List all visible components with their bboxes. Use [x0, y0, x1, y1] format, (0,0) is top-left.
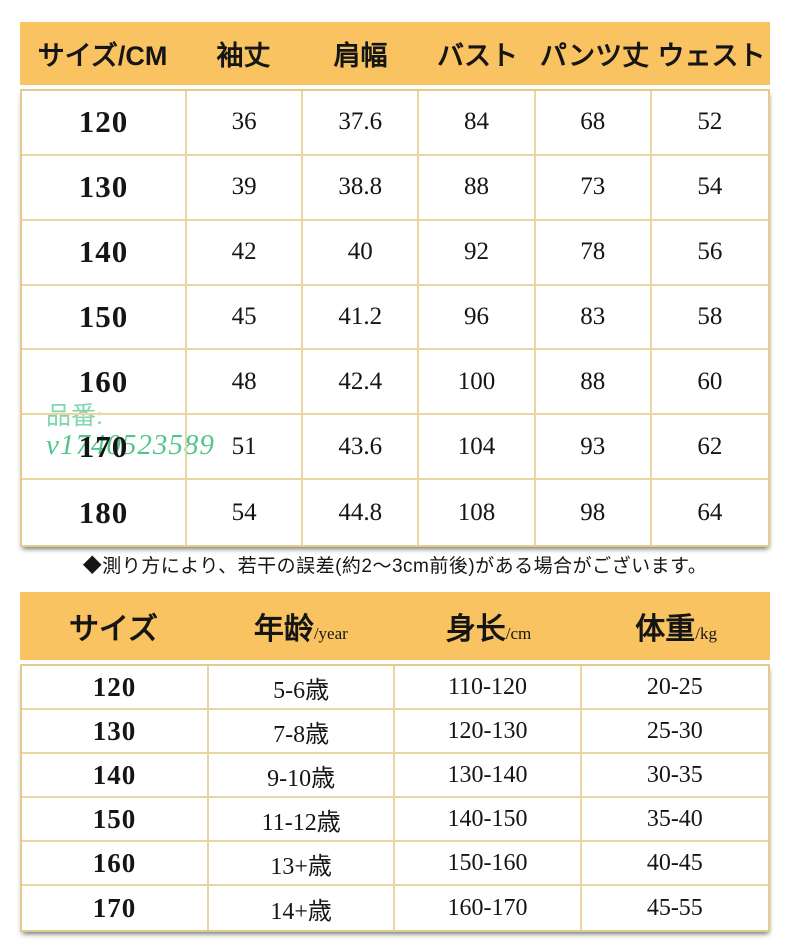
- size-table: 120 36 37.6 84 68 52 130 39 38.8 88 73 54 140 42 40 92 7…: [20, 89, 770, 547]
- table-cell: 98: [536, 480, 652, 545]
- row-size-label: 120: [22, 666, 209, 710]
- table-cell: 88: [419, 155, 536, 221]
- table-cell: 14+歳: [209, 886, 396, 930]
- age-table-header: サイズ 年龄/year 身长/cm 体重/kg: [20, 592, 770, 660]
- row-size-label: 140: [22, 754, 209, 798]
- row-size-label: 180: [22, 480, 187, 545]
- table-cell: 25-30: [581, 710, 768, 754]
- column-header: 身长/cm: [395, 604, 583, 648]
- table-cell: 41.2: [303, 285, 420, 351]
- table-cell: 39: [187, 155, 304, 221]
- table-cell: 45: [187, 285, 304, 351]
- column-header: 袖丈: [216, 41, 271, 71]
- row-size-label: 160: [22, 350, 187, 416]
- table-cell: 13+歳: [209, 842, 396, 886]
- size-table-header: サイズ/CM 袖丈 肩幅 バスト パンツ丈 ウェスト: [20, 22, 770, 85]
- table-cell: 40-45: [581, 842, 768, 886]
- column-header: ウェスト: [657, 41, 766, 71]
- table-cell: 160-170: [395, 886, 582, 930]
- table-cell: 108: [419, 480, 536, 545]
- table-cell: 44.8: [303, 480, 420, 545]
- table-cell: 37.6: [303, 91, 420, 156]
- row-size-label: 140: [22, 220, 187, 286]
- table-cell: 150-160: [395, 842, 582, 886]
- table-cell: 9-10歳: [209, 754, 396, 798]
- table-cell: 92: [419, 220, 536, 286]
- table-cell: 48: [187, 350, 304, 416]
- table-cell: 68: [535, 91, 652, 156]
- table-cell: 88: [535, 350, 652, 416]
- table-cell: 140-150: [395, 798, 582, 842]
- column-header-label: サイズ: [68, 613, 159, 646]
- column-header: パンツ丈: [539, 41, 650, 71]
- table-cell: 42: [187, 220, 304, 286]
- table-cell: 78: [535, 220, 652, 286]
- table-cell: 64: [697, 498, 723, 526]
- table-cell: 100: [419, 350, 536, 416]
- row-size-label: 130: [22, 155, 187, 221]
- column-header: バスト: [437, 41, 518, 71]
- row-size-label: 170: [22, 886, 209, 930]
- table-cell: 130-140: [395, 754, 582, 798]
- table-cell: 42.4: [303, 350, 420, 416]
- row-size-label: 130: [22, 710, 209, 754]
- column-header-label: 年龄: [253, 613, 314, 646]
- table-cell: 5-6歳: [209, 666, 396, 710]
- column-header-unit: /year: [313, 624, 348, 643]
- table-cell: 62: [651, 415, 768, 481]
- table-cell: 43.6: [303, 415, 420, 481]
- table-cell: 40: [303, 220, 420, 286]
- row-size-label: 120: [22, 91, 187, 156]
- table-cell: 120-130: [395, 710, 582, 754]
- table-cell: 84: [419, 91, 536, 156]
- row-size-label: 160: [22, 842, 209, 886]
- column-header-unit: /cm: [505, 624, 532, 643]
- table-cell: 51: [187, 415, 304, 481]
- table-cell: 7-8歳: [209, 710, 396, 754]
- table-cell: 73: [535, 155, 652, 221]
- measurement-note: ◆測り方により、若干の誤差(約2～3cm前後)がある場合がございます。: [82, 556, 708, 577]
- table-cell: 104: [419, 415, 536, 481]
- table-cell: 60: [651, 350, 768, 416]
- table-cell: 54: [651, 156, 768, 221]
- age-table: 120 5-6歳 110-120 20-25 130 7-8歳 120-130 25-30 14…: [20, 664, 770, 932]
- table-cell: 54: [187, 480, 304, 545]
- table-cell: 56: [651, 221, 768, 286]
- column-header-label: 体重: [635, 613, 696, 646]
- row-size-label: 170: [22, 415, 187, 481]
- table-cell: 36: [187, 91, 304, 156]
- column-header: 肩幅: [333, 41, 388, 71]
- table-cell: 35-40: [581, 798, 768, 842]
- table-cell: 30-35: [581, 754, 768, 798]
- table-cell: 20-25: [581, 666, 768, 710]
- column-header: 年龄/year: [207, 604, 395, 648]
- table-cell: 11-12歳: [209, 798, 396, 842]
- table-cell: 83: [535, 285, 652, 351]
- table-cell: 110-120: [395, 666, 582, 710]
- table-cell: 96: [419, 285, 536, 351]
- table-cell: 38.8: [303, 155, 420, 221]
- column-header: 体重/kg: [582, 604, 770, 648]
- table-cell: 52: [651, 91, 768, 156]
- row-size-label: 150: [22, 285, 187, 351]
- table-cell: 45-55: [646, 894, 703, 921]
- row-size-label: 150: [22, 798, 209, 842]
- table-cell: 58: [651, 286, 768, 351]
- column-header-label: 身长: [445, 613, 506, 646]
- column-header: サイズ/CM: [37, 41, 168, 71]
- column-header: サイズ: [20, 604, 207, 648]
- table-cell: 93: [535, 415, 652, 481]
- column-header-unit: /kg: [695, 624, 718, 643]
